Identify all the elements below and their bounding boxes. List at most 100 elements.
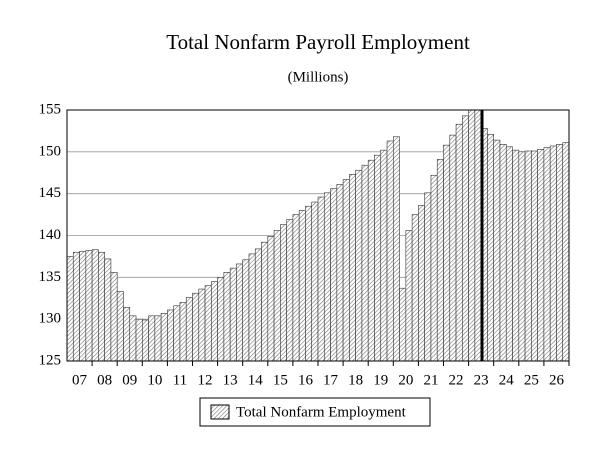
bar bbox=[116, 291, 124, 361]
bar bbox=[468, 110, 476, 361]
legend-swatch bbox=[210, 404, 230, 420]
x-tick-label: 23 bbox=[474, 372, 489, 388]
bar bbox=[198, 288, 206, 361]
y-tick-label: 135 bbox=[39, 269, 62, 285]
chart-title: Total Nonfarm Payroll Employment bbox=[166, 30, 470, 54]
bar bbox=[418, 205, 425, 361]
bar bbox=[399, 287, 407, 361]
bar bbox=[386, 140, 394, 361]
bar bbox=[499, 144, 507, 361]
bar bbox=[98, 251, 105, 361]
x-tick-label: 21 bbox=[423, 372, 438, 388]
bar bbox=[524, 150, 532, 361]
bar bbox=[267, 236, 275, 361]
y-tick-label: 125 bbox=[39, 352, 62, 368]
y-tick-label: 130 bbox=[39, 311, 62, 327]
bar bbox=[443, 144, 451, 361]
bar bbox=[474, 110, 482, 361]
bar bbox=[135, 318, 143, 361]
bar bbox=[142, 319, 149, 361]
bar bbox=[110, 272, 118, 361]
bar bbox=[173, 305, 181, 361]
bar bbox=[411, 214, 419, 361]
bar bbox=[236, 263, 244, 361]
x-tick-label: 17 bbox=[323, 372, 339, 388]
bar bbox=[148, 315, 156, 361]
bar bbox=[167, 309, 174, 361]
bar bbox=[104, 258, 112, 361]
bar bbox=[330, 188, 338, 361]
bar bbox=[336, 184, 344, 361]
bar bbox=[342, 179, 350, 361]
chart-subtitle: (Millions) bbox=[288, 69, 349, 85]
bar bbox=[543, 147, 551, 361]
bar bbox=[298, 210, 306, 361]
bar bbox=[436, 159, 444, 361]
bar bbox=[323, 192, 331, 361]
x-tick-label: 26 bbox=[549, 372, 565, 388]
bar bbox=[367, 159, 375, 361]
bar bbox=[91, 249, 99, 361]
bar bbox=[537, 149, 545, 361]
y-tick-label: 155 bbox=[39, 101, 62, 117]
bar bbox=[154, 315, 162, 361]
legend bbox=[199, 397, 431, 427]
bar bbox=[349, 174, 356, 361]
x-tick-label: 22 bbox=[449, 372, 464, 388]
x-tick-label: 09 bbox=[122, 372, 137, 388]
bar bbox=[311, 201, 319, 361]
bar bbox=[280, 224, 287, 361]
bar bbox=[430, 174, 438, 361]
x-tick-label: 13 bbox=[223, 372, 238, 388]
x-tick-label: 10 bbox=[147, 372, 162, 388]
bar bbox=[462, 115, 469, 361]
x-tick-label: 11 bbox=[173, 372, 187, 388]
bar bbox=[217, 277, 225, 361]
bar bbox=[487, 133, 494, 361]
bar bbox=[512, 149, 520, 361]
bar bbox=[261, 241, 269, 361]
bar bbox=[248, 253, 256, 361]
bar bbox=[380, 149, 388, 361]
bar bbox=[229, 267, 237, 361]
bar bbox=[67, 256, 74, 361]
bar bbox=[556, 144, 564, 361]
x-tick-label: 08 bbox=[97, 372, 112, 388]
bar bbox=[305, 205, 313, 361]
bar bbox=[392, 136, 400, 361]
bar bbox=[562, 142, 569, 361]
bar bbox=[424, 192, 432, 361]
x-tick-label: 15 bbox=[273, 372, 288, 388]
y-tick-label: 140 bbox=[39, 227, 62, 243]
bar bbox=[192, 292, 200, 361]
bar bbox=[179, 302, 187, 361]
x-tick-label: 07 bbox=[72, 372, 88, 388]
y-tick-label: 145 bbox=[39, 185, 62, 201]
bar bbox=[123, 307, 131, 361]
bar bbox=[374, 154, 382, 361]
bar bbox=[185, 297, 193, 361]
bar bbox=[160, 313, 168, 361]
x-tick-label: 12 bbox=[198, 372, 213, 388]
bar bbox=[79, 251, 87, 361]
x-tick-label: 20 bbox=[398, 372, 413, 388]
bar bbox=[72, 251, 80, 361]
bar bbox=[211, 281, 218, 361]
bar bbox=[518, 151, 526, 361]
x-tick-label: 14 bbox=[248, 372, 264, 388]
bar bbox=[505, 146, 513, 361]
x-tick-label: 24 bbox=[499, 372, 515, 388]
bar bbox=[223, 272, 231, 361]
bar bbox=[455, 123, 463, 361]
bar bbox=[549, 145, 557, 361]
x-tick-label: 19 bbox=[373, 372, 388, 388]
bar bbox=[129, 315, 137, 361]
bar bbox=[317, 196, 325, 361]
x-tick-label: 25 bbox=[524, 372, 539, 388]
bar bbox=[273, 230, 281, 361]
bar bbox=[449, 134, 457, 361]
y-tick-label: 150 bbox=[39, 143, 62, 159]
x-tick-label: 16 bbox=[298, 372, 314, 388]
